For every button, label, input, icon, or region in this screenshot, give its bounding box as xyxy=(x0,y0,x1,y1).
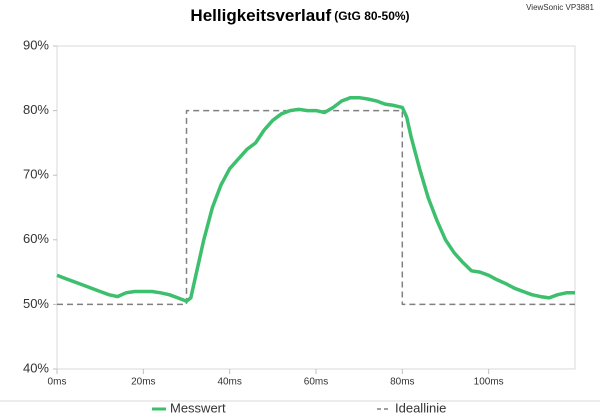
y-tick-label: 50% xyxy=(23,296,49,311)
y-tick-label: 40% xyxy=(23,360,49,375)
source-label: ViewSonic VP3881 xyxy=(526,3,594,12)
y-tick-label: 90% xyxy=(23,37,49,52)
x-tick-label: 60ms xyxy=(304,377,328,388)
x-tick-label: 80ms xyxy=(390,377,414,388)
chart-title: Helligkeitsverlauf (GtG 80-50%) xyxy=(190,6,409,25)
subtitle: (GtG 80-50%) xyxy=(334,9,409,23)
y-tick-label: 70% xyxy=(23,167,49,182)
title: Helligkeitsverlauf xyxy=(190,6,331,25)
plot-area xyxy=(56,45,576,370)
x-tick-label: 0ms xyxy=(48,377,67,388)
y-tick-label: 60% xyxy=(23,231,49,246)
x-tick-label: 40ms xyxy=(217,377,241,388)
legend-label: Ideallinie xyxy=(395,400,446,415)
y-tick-label: 80% xyxy=(23,102,49,117)
legend-label: Messwert xyxy=(170,400,226,415)
measured-line xyxy=(56,95,575,303)
ideal-line xyxy=(57,109,575,306)
x-tick-label: 100ms xyxy=(474,377,504,388)
x-tick-label: 20ms xyxy=(131,377,155,388)
